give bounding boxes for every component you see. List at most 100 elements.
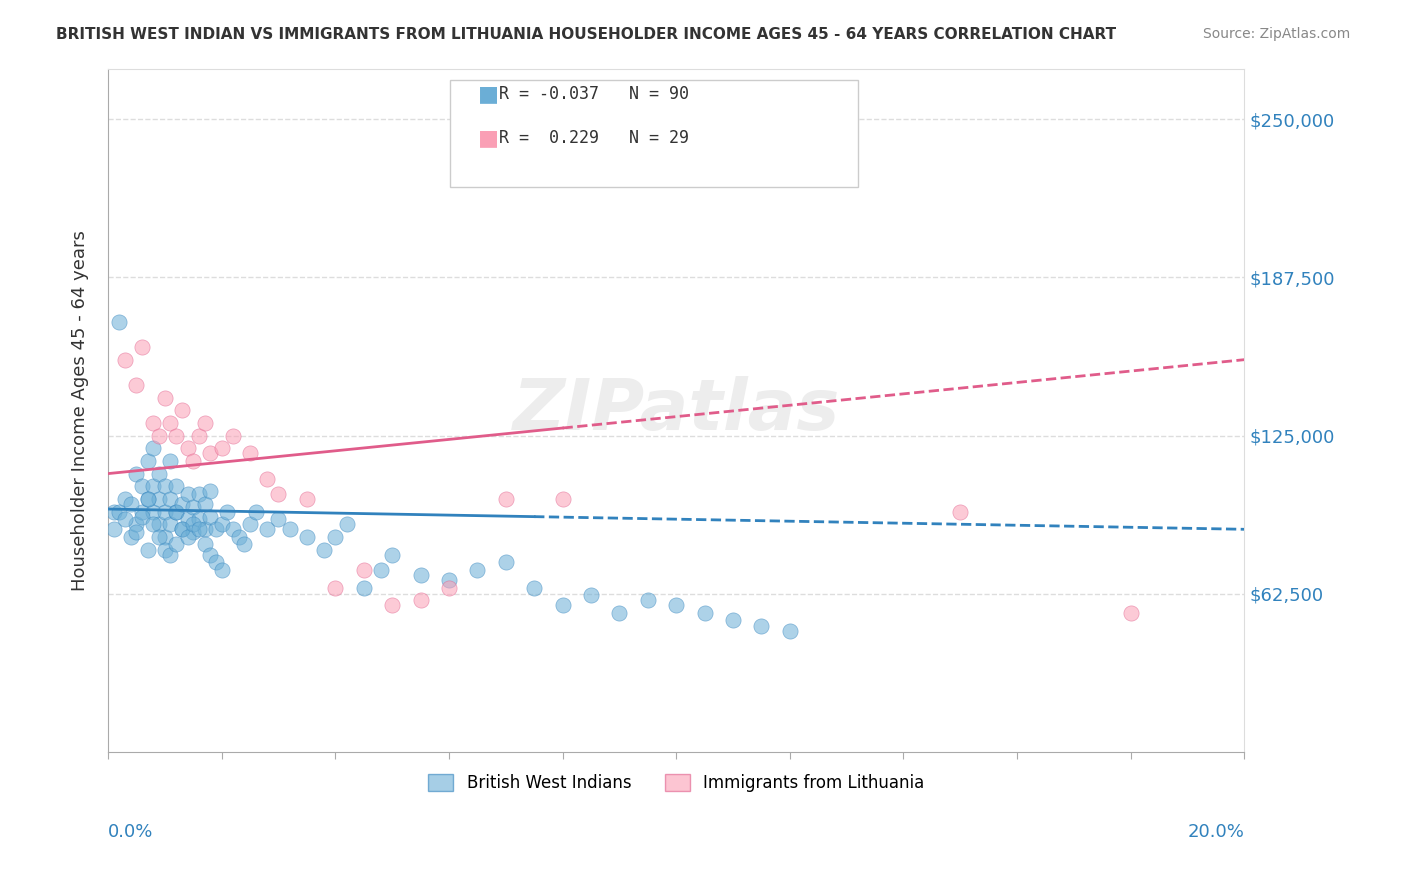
British West Indians xyxy=(148,467,170,481)
British West Indians xyxy=(187,487,209,501)
Y-axis label: Householder Income Ages 45 - 64 years: Householder Income Ages 45 - 64 years xyxy=(72,230,89,591)
Immigrants from Lithuania xyxy=(949,505,972,519)
British West Indians xyxy=(131,505,153,519)
Immigrants from Lithuania xyxy=(1119,606,1142,620)
Text: 0.0%: 0.0% xyxy=(108,823,153,841)
Immigrants from Lithuania xyxy=(114,352,136,367)
Text: R = -0.037   N = 90: R = -0.037 N = 90 xyxy=(499,85,689,103)
British West Indians xyxy=(125,524,148,539)
British West Indians xyxy=(148,491,170,506)
British West Indians xyxy=(153,542,176,557)
British West Indians xyxy=(200,548,222,562)
British West Indians xyxy=(170,522,193,536)
Immigrants from Lithuania xyxy=(295,491,318,506)
British West Indians xyxy=(194,522,217,536)
British West Indians xyxy=(131,479,153,493)
Immigrants from Lithuania xyxy=(381,599,404,613)
British West Indians xyxy=(142,442,165,456)
British West Indians xyxy=(159,491,181,506)
British West Indians xyxy=(465,563,488,577)
Text: ZIPatlas: ZIPatlas xyxy=(513,376,839,445)
British West Indians xyxy=(779,624,801,638)
British West Indians xyxy=(437,573,460,587)
British West Indians xyxy=(153,530,176,544)
British West Indians xyxy=(142,479,165,493)
British West Indians xyxy=(295,530,318,544)
British West Indians xyxy=(579,588,602,602)
Immigrants from Lithuania xyxy=(153,391,176,405)
British West Indians xyxy=(693,606,716,620)
British West Indians xyxy=(353,581,375,595)
British West Indians xyxy=(159,548,181,562)
British West Indians xyxy=(165,505,187,519)
British West Indians xyxy=(267,512,290,526)
British West Indians xyxy=(187,512,209,526)
British West Indians xyxy=(170,522,193,536)
British West Indians xyxy=(751,618,773,632)
British West Indians xyxy=(136,454,159,468)
Immigrants from Lithuania xyxy=(194,416,217,430)
British West Indians xyxy=(194,537,217,551)
British West Indians xyxy=(176,487,198,501)
British West Indians xyxy=(181,500,204,514)
British West Indians xyxy=(222,522,245,536)
British West Indians xyxy=(108,505,131,519)
Immigrants from Lithuania xyxy=(222,428,245,442)
British West Indians xyxy=(142,517,165,532)
British West Indians xyxy=(409,567,432,582)
British West Indians xyxy=(551,599,574,613)
British West Indians xyxy=(148,517,170,532)
Immigrants from Lithuania xyxy=(353,563,375,577)
British West Indians xyxy=(228,530,250,544)
British West Indians xyxy=(136,542,159,557)
Immigrants from Lithuania xyxy=(437,581,460,595)
British West Indians xyxy=(205,555,228,569)
British West Indians xyxy=(665,599,688,613)
British West Indians xyxy=(120,530,142,544)
British West Indians xyxy=(114,512,136,526)
British West Indians xyxy=(278,522,301,536)
Immigrants from Lithuania xyxy=(131,340,153,354)
Text: 20.0%: 20.0% xyxy=(1188,823,1244,841)
British West Indians xyxy=(245,505,267,519)
British West Indians xyxy=(205,522,228,536)
British West Indians xyxy=(609,606,631,620)
British West Indians xyxy=(181,524,204,539)
British West Indians xyxy=(148,530,170,544)
British West Indians xyxy=(142,505,165,519)
British West Indians xyxy=(176,512,198,526)
Immigrants from Lithuania xyxy=(495,491,517,506)
British West Indians xyxy=(153,505,176,519)
British West Indians xyxy=(114,491,136,506)
British West Indians xyxy=(159,517,181,532)
Immigrants from Lithuania xyxy=(323,581,346,595)
British West Indians xyxy=(181,517,204,532)
British West Indians xyxy=(120,497,142,511)
Text: R =  0.229   N = 29: R = 0.229 N = 29 xyxy=(499,129,689,147)
British West Indians xyxy=(153,479,176,493)
British West Indians xyxy=(103,522,125,536)
British West Indians xyxy=(495,555,517,569)
British West Indians xyxy=(125,517,148,532)
British West Indians xyxy=(312,542,335,557)
Legend: British West Indians, Immigrants from Lithuania: British West Indians, Immigrants from Li… xyxy=(422,767,931,798)
Text: ■: ■ xyxy=(478,84,499,103)
British West Indians xyxy=(136,491,159,506)
British West Indians xyxy=(523,581,546,595)
Immigrants from Lithuania xyxy=(256,472,278,486)
British West Indians xyxy=(211,563,233,577)
British West Indians xyxy=(165,505,187,519)
British West Indians xyxy=(370,563,392,577)
Immigrants from Lithuania xyxy=(181,454,204,468)
Text: ■: ■ xyxy=(478,128,499,148)
British West Indians xyxy=(200,484,222,499)
British West Indians xyxy=(233,537,256,551)
British West Indians xyxy=(165,537,187,551)
Immigrants from Lithuania xyxy=(267,487,290,501)
Immigrants from Lithuania xyxy=(170,403,193,417)
Immigrants from Lithuania xyxy=(142,416,165,430)
British West Indians xyxy=(187,522,209,536)
Immigrants from Lithuania xyxy=(165,428,187,442)
British West Indians xyxy=(136,491,159,506)
British West Indians xyxy=(108,315,131,329)
